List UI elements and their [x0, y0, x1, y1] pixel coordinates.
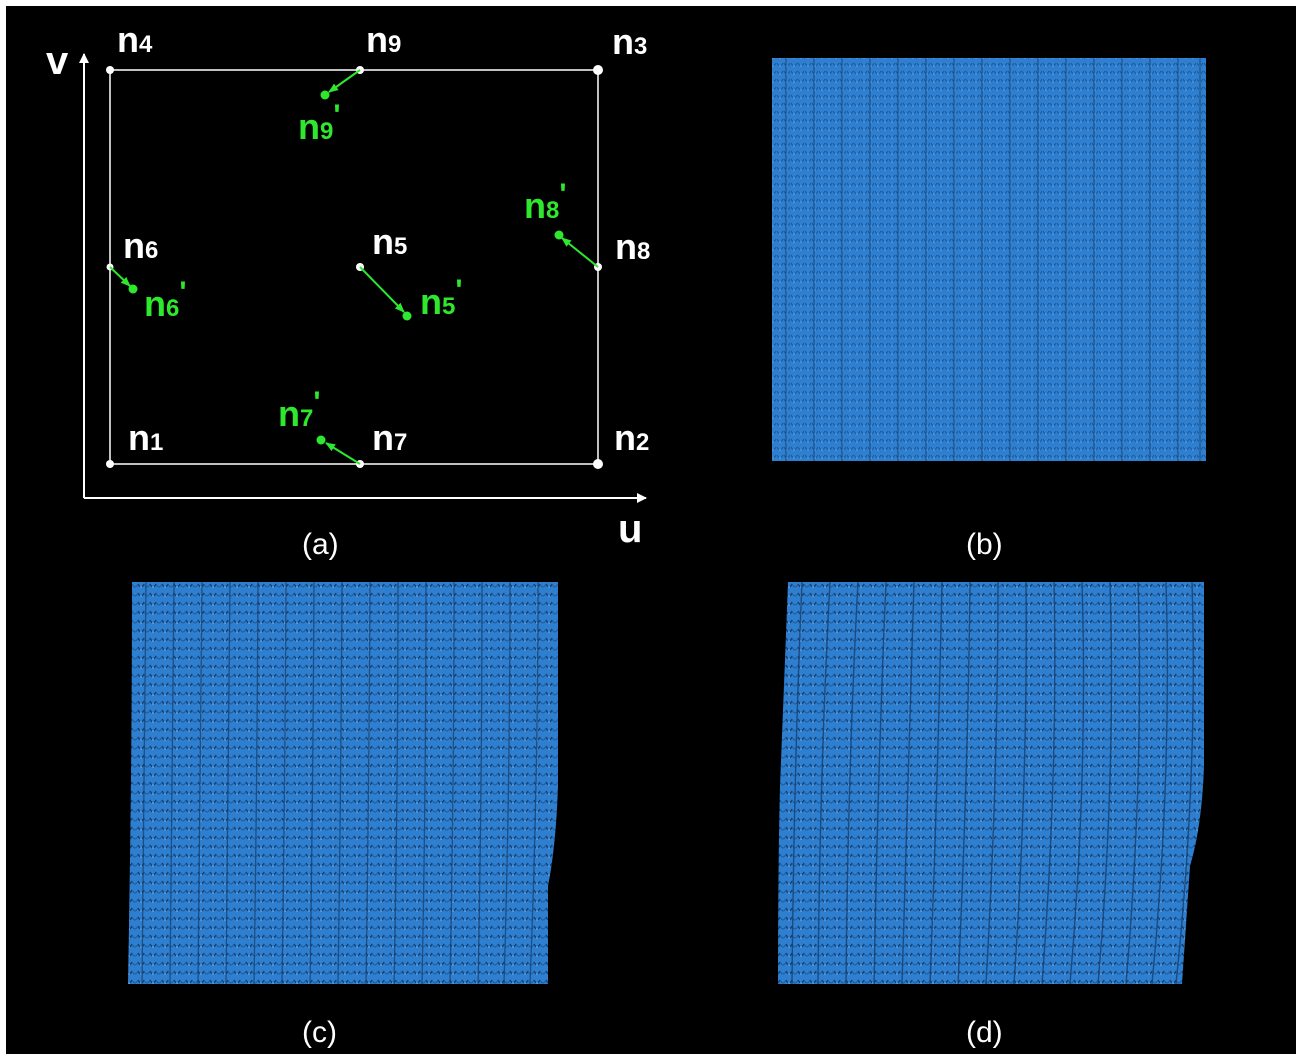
figure-svg: v u [46, 19, 1206, 1049]
grid-boundary [109, 69, 599, 465]
arrow-n5 [359, 266, 405, 313]
label-n3: n3 [612, 21, 647, 62]
moved-dot-n9 [320, 90, 330, 100]
node-dot-n3 [593, 65, 603, 75]
moved-dot-n5 [402, 311, 412, 321]
u-axis-label: u [618, 507, 642, 551]
panel-b: (b) [772, 58, 1206, 561]
v-axis-label: v [46, 39, 69, 83]
label-n5: n5 [372, 221, 407, 262]
figure-canvas: v u [6, 6, 1296, 1054]
node-dot-n2 [593, 459, 603, 469]
arrow-n9 [328, 69, 361, 93]
node-dot-n1 [106, 460, 114, 468]
displacement-arrows [109, 69, 599, 465]
knit-fabric-d [778, 582, 1204, 984]
label-n8: n8 [615, 226, 650, 267]
moved-dot-n6 [128, 284, 138, 294]
label-n2: n2 [614, 417, 649, 458]
rib-lines-c [141, 581, 539, 985]
label-n9: n9 [366, 19, 401, 60]
rib-lines-d [791, 581, 1194, 985]
label-n9-prime: n9' [298, 99, 341, 147]
label-n7-prime: n7' [278, 386, 321, 434]
label-n6: n6 [123, 225, 158, 266]
caption-b: (b) [966, 528, 1003, 561]
node-dot-n4 [106, 66, 114, 74]
original-nodes [106, 65, 603, 469]
caption-a: (a) [302, 528, 339, 561]
label-n5-prime: n5' [420, 274, 463, 322]
panel-c: (c) [128, 581, 558, 1049]
label-n8-prime: n8' [524, 178, 567, 226]
label-n7: n7 [372, 417, 407, 458]
moved-dot-n8 [554, 230, 564, 240]
arrow-n6 [109, 266, 131, 287]
knit-fabric-c [128, 582, 558, 984]
arrow-n7 [325, 442, 361, 465]
label-n4: n4 [117, 19, 153, 60]
caption-d: (d) [966, 1016, 1003, 1049]
label-n6-prime: n6' [144, 276, 187, 324]
label-n1: n1 [128, 417, 163, 458]
caption-c: (c) [302, 1016, 337, 1049]
panel-a: v u [46, 19, 650, 561]
knit-fabric-b [772, 58, 1206, 461]
panel-d: (d) [778, 581, 1204, 1049]
arrow-n8 [561, 237, 599, 268]
moved-dot-n7 [316, 435, 326, 445]
rib-lines-b [785, 58, 1201, 461]
moved-node-dots [128, 90, 564, 445]
